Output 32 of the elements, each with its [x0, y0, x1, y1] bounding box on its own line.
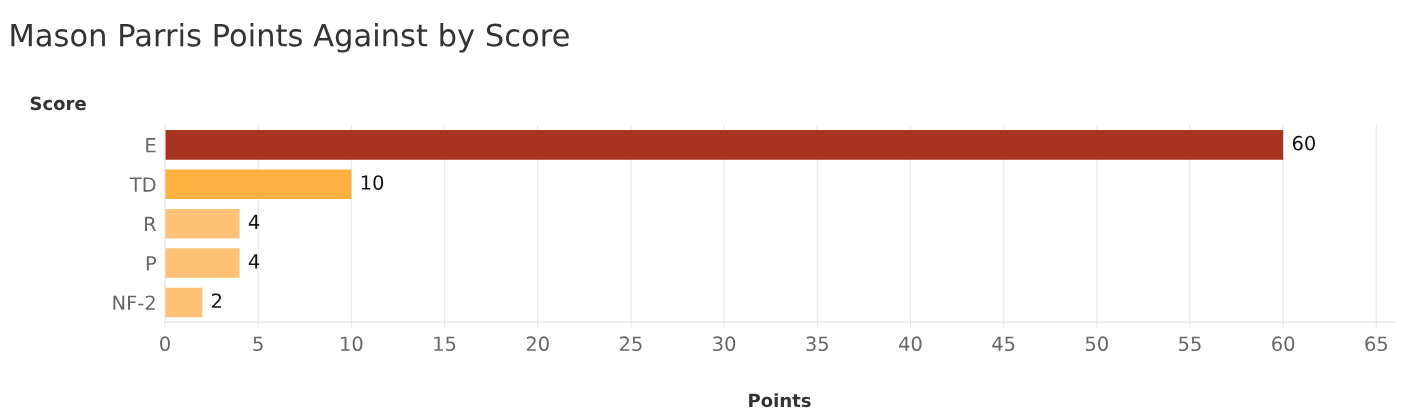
x-tick-label: 10 [341, 336, 363, 352]
y-axis-title: Score [30, 96, 86, 111]
bar [165, 248, 240, 278]
bar [165, 287, 203, 318]
x-tick-label: 25 [619, 336, 642, 352]
x-tick-label: 40 [899, 336, 922, 352]
data-label: 10 [361, 175, 384, 190]
x-axis-title: Points [749, 393, 811, 408]
x-tick-label: 50 [1085, 336, 1108, 352]
data-label: 60 [1292, 135, 1315, 151]
y-tick-label: R [145, 216, 157, 232]
data-label: 2 [212, 293, 222, 308]
data-label: 4 [248, 214, 260, 230]
y-tick-label: NF-2 [113, 295, 155, 310]
x-tick-label: 30 [713, 336, 736, 352]
x-tick-label: 15 [434, 336, 456, 352]
x-tick-label: 65 [1365, 336, 1388, 352]
chart-title: Mason Parris Points Against by Score [11, 23, 569, 53]
x-tick-label: 0 [160, 336, 170, 352]
x-tick-label: 20 [526, 336, 549, 352]
y-tick-label: E [146, 138, 156, 153]
bar [165, 169, 352, 200]
x-tick-label: 35 [806, 336, 828, 352]
x-tick-label: 60 [1272, 336, 1295, 352]
x-tick-label: 5 [253, 336, 263, 352]
data-label: 4 [248, 254, 260, 269]
bar [165, 130, 1284, 160]
x-tick-label: 55 [1179, 336, 1201, 352]
y-tick-label: TD [129, 177, 156, 192]
x-tick-label: 45 [992, 336, 1015, 352]
bar [165, 208, 240, 239]
y-tick-label: P [146, 256, 157, 271]
